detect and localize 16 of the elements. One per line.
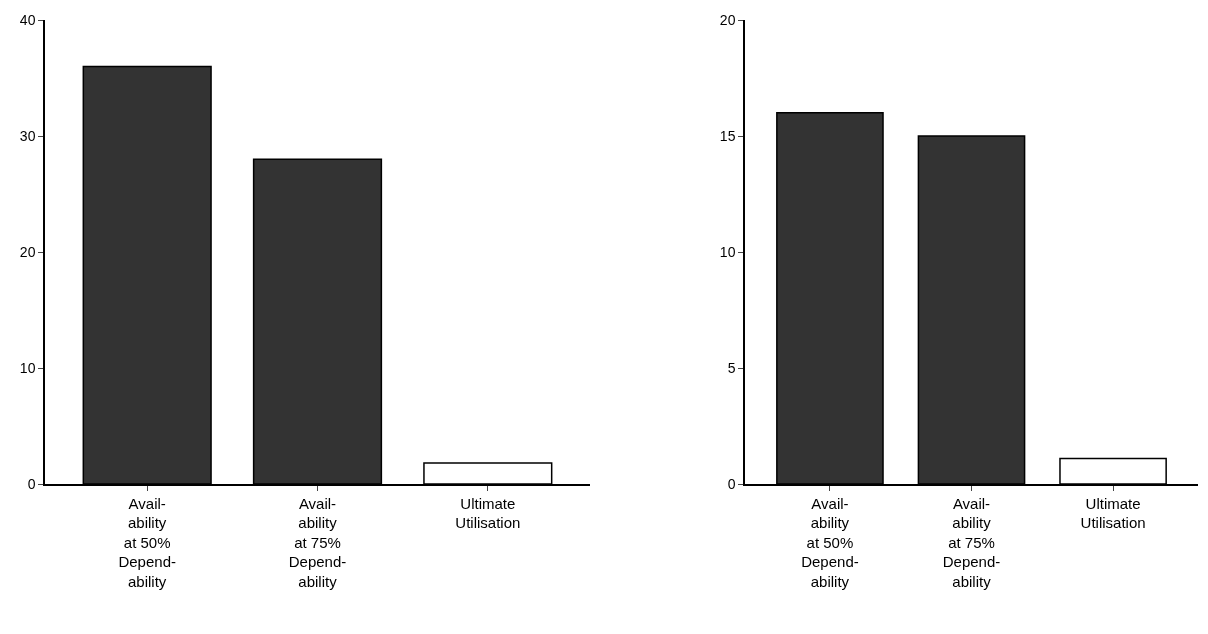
x-tick-label: Avail- ability at 50% Depend- ability [118, 494, 176, 590]
y-tick-label: 20 [19, 243, 36, 260]
x-tick-label: Avail- ability at 50% Depend- ability [801, 494, 859, 590]
x-tick-label: Avail- ability at 75% Depend- ability [942, 494, 1001, 590]
y-tick-label: 5 [727, 359, 736, 376]
y-tick-label: 15 [719, 127, 736, 144]
y-tick-label: 0 [27, 475, 36, 492]
x-tick-label: Ultimate Utilisation [455, 494, 521, 532]
y-tick-label: 30 [19, 127, 36, 144]
y-tick-label: 20 [719, 11, 736, 28]
x-tick-label: Avail- ability at 75% Depend- ability [288, 494, 347, 590]
x-tick-label: Ultimate Utilisation [1080, 494, 1146, 532]
y-tick-label: 10 [719, 243, 736, 260]
y-tick-label: 0 [727, 475, 736, 492]
y-tick-label: 40 [19, 11, 36, 28]
y-tick-label: 10 [19, 359, 36, 376]
